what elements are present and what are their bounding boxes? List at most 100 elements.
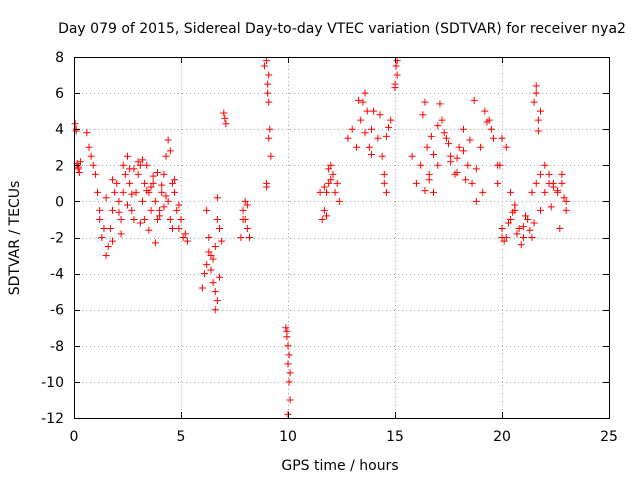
data-point (434, 161, 442, 169)
data-point (487, 125, 495, 133)
data-point (162, 192, 170, 200)
data-point (100, 224, 108, 232)
data-point (524, 215, 532, 223)
data-point (534, 116, 542, 124)
data-point (547, 203, 555, 211)
data-point (367, 125, 375, 133)
data-point (175, 201, 183, 209)
data-point (75, 169, 83, 177)
data-point (213, 194, 221, 202)
data-point (115, 197, 123, 205)
data-point (147, 183, 155, 191)
data-point (442, 134, 450, 142)
data-point (421, 98, 429, 106)
data-point (554, 187, 562, 195)
x-tick-label: 0 (70, 429, 79, 445)
y-tick-label: -4 (50, 267, 64, 283)
data-point (207, 252, 215, 260)
data-point (333, 179, 341, 187)
data-point (147, 206, 155, 214)
data-point (124, 201, 131, 209)
data-point (94, 188, 102, 196)
data-point (126, 165, 134, 173)
data-point (509, 208, 517, 216)
data-point (171, 188, 179, 196)
data-point (283, 327, 291, 335)
data-point (109, 206, 117, 214)
data-point (239, 206, 247, 214)
data-point (183, 237, 191, 245)
data-point (408, 152, 416, 160)
data-point (102, 194, 110, 202)
data-point (423, 143, 431, 151)
data-point (537, 170, 545, 178)
data-point (102, 252, 110, 260)
data-point (331, 188, 339, 196)
data-point (156, 212, 164, 220)
data-point (141, 215, 149, 223)
data-point (136, 219, 144, 227)
data-point (98, 234, 106, 241)
data-point (89, 161, 97, 169)
data-point (119, 188, 127, 196)
data-point (203, 261, 211, 269)
data-point (160, 203, 168, 211)
data-point (382, 188, 390, 196)
data-marks (71, 57, 570, 418)
data-point (76, 158, 84, 166)
data-point (511, 201, 519, 209)
data-point (149, 179, 157, 187)
data-point (151, 239, 159, 247)
y-tick-label: 8 (55, 50, 64, 66)
x-tick-label: 20 (493, 429, 511, 445)
data-point (515, 224, 523, 232)
data-point (168, 179, 176, 187)
data-point (207, 266, 215, 274)
data-point (374, 134, 382, 142)
data-point (522, 212, 530, 220)
data-point (361, 89, 369, 97)
data-point (489, 134, 497, 142)
data-point (530, 219, 538, 227)
data-point (393, 71, 401, 79)
y-tick-label: -2 (50, 231, 64, 247)
data-point (285, 351, 293, 359)
data-point (126, 179, 134, 187)
data-point (534, 127, 542, 135)
data-point (545, 179, 553, 187)
data-point (481, 107, 489, 115)
data-point (166, 215, 174, 223)
data-point (143, 187, 151, 195)
data-point (134, 170, 142, 178)
tick-layer (74, 57, 610, 419)
data-point (216, 224, 224, 232)
data-point (325, 165, 333, 173)
data-point (391, 84, 399, 92)
data-point (316, 188, 324, 196)
data-point (380, 179, 388, 187)
data-point (376, 111, 384, 119)
data-point (111, 188, 119, 196)
data-point (385, 123, 393, 131)
data-point (466, 136, 474, 144)
data-point (459, 147, 467, 155)
data-point (209, 255, 217, 263)
data-point (367, 150, 375, 158)
data-point (545, 170, 553, 178)
data-point (264, 80, 272, 88)
data-point (472, 165, 480, 173)
data-point (464, 161, 472, 169)
data-point (440, 129, 448, 137)
data-point (453, 169, 461, 177)
data-point (532, 89, 540, 97)
data-point (121, 170, 129, 178)
data-point (213, 297, 221, 305)
data-point (85, 143, 93, 151)
data-point (378, 152, 386, 160)
data-point (530, 98, 538, 106)
data-point (507, 188, 515, 196)
data-point (263, 57, 271, 65)
data-point (284, 360, 292, 368)
data-point (201, 270, 209, 278)
